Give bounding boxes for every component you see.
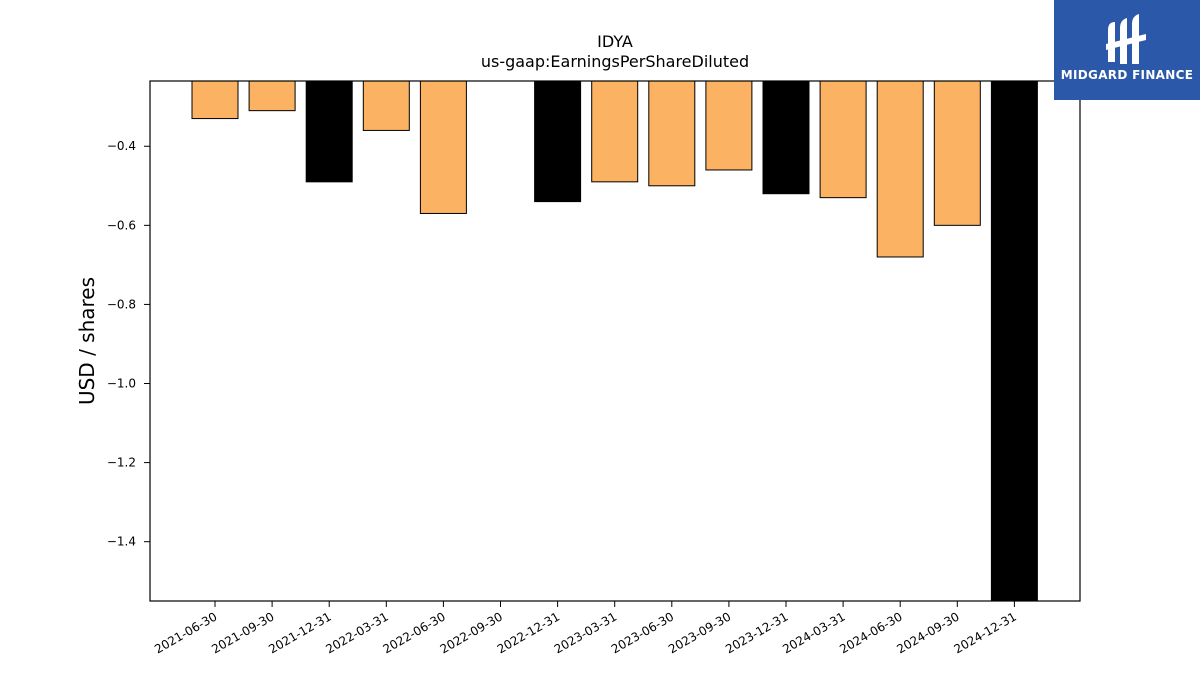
x-tick-label: 2024-12-31	[951, 609, 1018, 656]
x-tick-label: 2021-06-30	[152, 609, 219, 656]
x-tick-label: 2024-03-31	[780, 609, 847, 656]
y-tick-label: −0.6	[107, 218, 136, 232]
bar-2023-06-30	[648, 81, 696, 187]
y-tick-label: −1.0	[107, 377, 136, 391]
bar-2024-03-31	[819, 81, 867, 199]
logo-text: MIDGARD FINANCE	[1060, 68, 1194, 82]
x-tick-label: 2021-12-31	[266, 609, 333, 656]
x-tick-label: 2023-03-31	[552, 609, 619, 656]
bar-2022-03-31	[362, 81, 410, 131]
bar-2021-12-31	[305, 81, 353, 183]
x-tick-label: 2022-12-31	[495, 609, 562, 656]
bar-2023-03-31	[591, 81, 639, 183]
bar-2024-09-30	[933, 81, 981, 226]
chart-subtitle: us-gaap:EarningsPerShareDiluted	[480, 52, 750, 71]
x-tick-label: 2022-09-30	[438, 609, 505, 656]
x-tick-label: 2021-09-30	[209, 609, 276, 656]
x-tick-label: 2022-03-31	[323, 609, 390, 656]
bar-2023-09-30	[705, 81, 753, 171]
x-tick-label: 2023-12-31	[723, 609, 790, 656]
bar-2022-12-31	[534, 81, 582, 203]
x-tick-label: 2024-06-30	[837, 609, 904, 656]
brand-logo: MIDGARD FINANCE	[1054, 0, 1200, 100]
y-tick-label: −1.2	[107, 456, 136, 470]
bar-2023-12-31	[762, 81, 810, 195]
bar-2024-06-30	[876, 81, 924, 258]
x-tick-label: 2024-09-30	[894, 609, 961, 656]
bar-2024-12-31	[990, 81, 1038, 601]
chart-title: IDYA	[597, 32, 633, 51]
y-tick-label: −1.4	[107, 535, 136, 549]
y-tick-label: −0.4	[107, 139, 136, 153]
bar-2021-06-30	[191, 81, 239, 120]
logo-mark-icon	[1106, 14, 1146, 64]
bar-2022-06-30	[419, 81, 467, 214]
x-tick-label: 2022-06-30	[380, 609, 447, 656]
bar-2021-09-30	[248, 81, 296, 112]
y-tick-label: −0.8	[107, 297, 136, 311]
x-tick-label: 2023-06-30	[609, 609, 676, 656]
x-tick-label: 2023-09-30	[666, 609, 733, 656]
